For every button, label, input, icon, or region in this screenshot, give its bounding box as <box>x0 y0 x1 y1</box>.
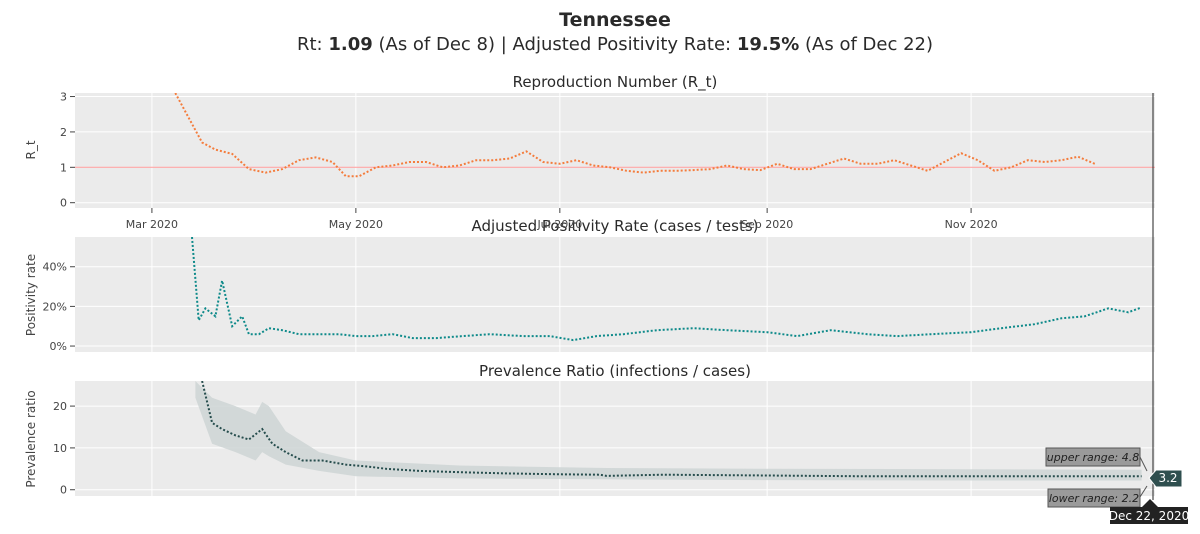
lower-range-label: lower range: 2.2 <box>1049 492 1139 505</box>
plot-area <box>75 237 1155 352</box>
lower-range-box <box>1047 488 1141 508</box>
y-tick-label: 1 <box>60 161 67 174</box>
panel-1: 0 1 2 3 Reproduction Number (R_t) R_t <box>24 73 1155 210</box>
rt-series-line <box>174 93 1096 178</box>
panel-3: 0 10 20 Prevalence Ratio (infections / case… <box>24 362 1155 497</box>
plot-area <box>75 93 1155 208</box>
date-label: Dec 22, 2020 <box>1109 509 1189 523</box>
panel-title: Prevalence Ratio (infections / cases) <box>479 362 751 380</box>
lower-range-pointer <box>1139 485 1148 498</box>
rt-asof: (As of Dec 8) | Adjusted Positivity Rate… <box>372 34 737 55</box>
prevalence-range-band <box>195 381 1142 481</box>
value-box <box>1148 469 1183 488</box>
y-tick-label: 20% <box>43 300 67 313</box>
positivity-series-line <box>191 237 1142 342</box>
y-tick-label: 2 <box>60 126 67 139</box>
y-axis-label: Positivity rate <box>24 254 38 336</box>
x-tick-label: Jul 2020 <box>536 218 582 231</box>
y-tick-label: 10 <box>53 442 67 455</box>
x-tick-label: May 2020 <box>329 218 383 231</box>
value-label: 3.2 <box>1158 471 1177 485</box>
y-axis-label: R_t <box>24 140 38 159</box>
state-name: Tennessee <box>559 9 671 31</box>
panel-title: Adjusted Positivity Rate (cases / tests) <box>471 217 758 235</box>
x-tick-label: Nov 2020 <box>945 218 998 231</box>
upper-range-pointer <box>1139 456 1148 472</box>
panel-title: Reproduction Number (R_t) <box>513 73 718 92</box>
y-tick-label: 0 <box>60 484 67 497</box>
y-tick-label: 20 <box>53 400 67 413</box>
panel-2: 0% 20% 40% Adjusted Positivity Rate (cases … <box>24 217 1155 353</box>
y-tick-label: 0% <box>50 340 67 353</box>
chart-subtitle: Rt: 1.09 (As of Dec 8) | Adjusted Positi… <box>0 34 1200 55</box>
hover-tooltip: upper range: 4.8 lower range: 2.2 3.2 Dec 2… <box>1045 447 1189 524</box>
x-tick-label: Mar 2020 <box>126 218 178 231</box>
y-tick-label: 40% <box>43 261 67 274</box>
positivity-asof: (As of Dec 22) <box>799 34 933 55</box>
positivity-value: 19.5% <box>736 34 800 55</box>
y-tick-label: 0 <box>60 197 67 210</box>
rt-label: Rt: <box>296 34 329 55</box>
rt-value: 1.09 <box>328 34 373 55</box>
x-tick-label: Sep 2020 <box>741 218 793 231</box>
date-box <box>1110 499 1188 524</box>
y-axis-label: Prevalence ratio <box>24 390 38 487</box>
prevalence-series-line <box>201 381 1142 478</box>
y-tick-label: 3 <box>60 91 67 104</box>
chart-title: Tennessee <box>0 9 1200 31</box>
upper-range-label: upper range: 4.8 <box>1047 451 1139 464</box>
